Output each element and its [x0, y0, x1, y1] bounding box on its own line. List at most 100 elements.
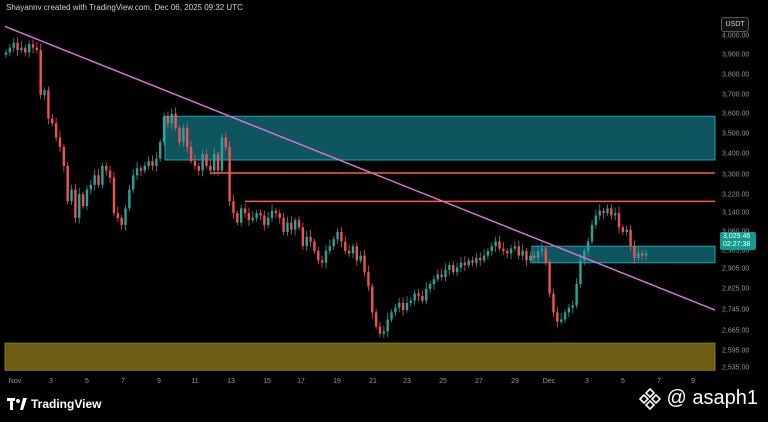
candle-body	[16, 42, 19, 51]
candle-body	[502, 248, 505, 251]
tradingview-logo[interactable]: TradingView	[7, 397, 101, 411]
candle-body	[81, 194, 85, 207]
candle-body	[390, 312, 393, 320]
candle-body	[386, 319, 389, 332]
candle-body	[255, 213, 258, 218]
candle-body	[320, 260, 324, 263]
candle-body	[579, 260, 582, 285]
candle-body	[159, 142, 162, 159]
current-price-tag: 3,029.46 02:27:38	[720, 232, 756, 250]
time-tick: 3	[49, 378, 53, 385]
candle-body	[263, 215, 266, 225]
price-chart[interactable]	[0, 17, 718, 375]
candle-body	[143, 165, 146, 171]
candle-body	[166, 116, 170, 124]
time-tick: 17	[297, 378, 305, 385]
candle-body	[309, 236, 312, 242]
candle-body	[74, 189, 77, 218]
price-tick: 2,665.00	[722, 328, 749, 335]
candle-body	[421, 295, 424, 301]
candle-body	[617, 213, 621, 228]
price-tick: 3,700.00	[722, 92, 749, 99]
price-tick: 3,600.00	[722, 111, 749, 118]
candle-body	[509, 248, 513, 254]
candle-body	[24, 47, 27, 53]
candle-body	[359, 255, 362, 261]
candle-body	[197, 165, 200, 171]
price-tick: 3,140.00	[722, 210, 749, 217]
candle-body	[78, 194, 81, 218]
candle-body	[101, 165, 104, 185]
candle-body	[482, 255, 486, 261]
candle-body	[529, 255, 532, 261]
candle-body	[455, 267, 459, 273]
time-tick: 5	[85, 378, 89, 385]
price-tick: 2,825.00	[722, 286, 749, 293]
candle-body	[559, 319, 563, 322]
candle-body	[475, 258, 478, 263]
time-tick: 25	[439, 378, 447, 385]
chart-credit: Shayannv created with TradingView.com, D…	[6, 3, 243, 12]
candle-body	[147, 161, 150, 166]
candle-body	[513, 246, 517, 249]
candle-body	[35, 47, 39, 51]
candle-body	[459, 262, 463, 268]
time-tick: 21	[369, 378, 377, 385]
candle-body	[120, 217, 123, 225]
candle-body	[625, 229, 628, 233]
candle-body	[536, 250, 540, 259]
trendline	[4, 25, 716, 311]
time-tick: 13	[227, 378, 235, 385]
time-tick: Dec	[543, 378, 556, 385]
time-tick: 19	[333, 378, 341, 385]
candle-body	[332, 239, 335, 247]
candle-body	[290, 222, 293, 230]
candle-body	[220, 137, 224, 171]
candle-body	[270, 210, 274, 218]
time-tick: 11	[191, 378, 198, 385]
candle-body	[108, 170, 112, 178]
candle-body	[305, 236, 308, 247]
candle-body	[586, 241, 590, 251]
candle-body	[282, 217, 285, 233]
candle-body	[521, 250, 524, 256]
candle-body	[66, 165, 69, 202]
tradingview-label: TradingView	[31, 397, 102, 411]
price-tick: 2,535.00	[722, 365, 749, 372]
time-tick: 27	[475, 378, 483, 385]
price-axis: 4,000.00 3,900.00 3,800.00 3,700.00 3,600.00…	[722, 33, 749, 372]
time-tick: 5	[621, 378, 625, 385]
candle-body	[251, 217, 254, 221]
candle-body	[274, 210, 278, 214]
candle-body	[297, 220, 301, 228]
candle-body	[532, 255, 536, 259]
candle-body	[517, 246, 520, 256]
candle-body	[239, 208, 243, 223]
candle-body	[162, 116, 166, 143]
candle-body	[544, 248, 547, 263]
candle-body	[629, 229, 632, 247]
candle-body	[598, 210, 601, 216]
candle-body	[413, 293, 416, 301]
candle-body	[374, 312, 378, 327]
candle-body	[417, 293, 420, 296]
candle-body	[556, 312, 559, 322]
candle-body	[317, 250, 320, 261]
candle-body	[355, 246, 359, 261]
price-tick: 2,745.00	[722, 307, 749, 314]
candle-body	[548, 262, 551, 294]
candle-body	[583, 250, 586, 261]
candle-body	[62, 146, 66, 166]
candle-body	[89, 184, 93, 190]
candle-body	[186, 128, 189, 147]
candle-body	[58, 137, 62, 147]
price-tick: 3,800.00	[722, 72, 749, 79]
candle-body	[151, 161, 154, 166]
candle-body	[116, 213, 120, 218]
watermark-label: @ asaph1	[666, 387, 758, 409]
current-price: 3,029.46	[723, 233, 751, 240]
candle-body	[506, 250, 509, 254]
time-tick: 3	[585, 378, 589, 385]
currency-selector[interactable]: USDT	[721, 17, 749, 32]
candle-body	[232, 201, 235, 214]
